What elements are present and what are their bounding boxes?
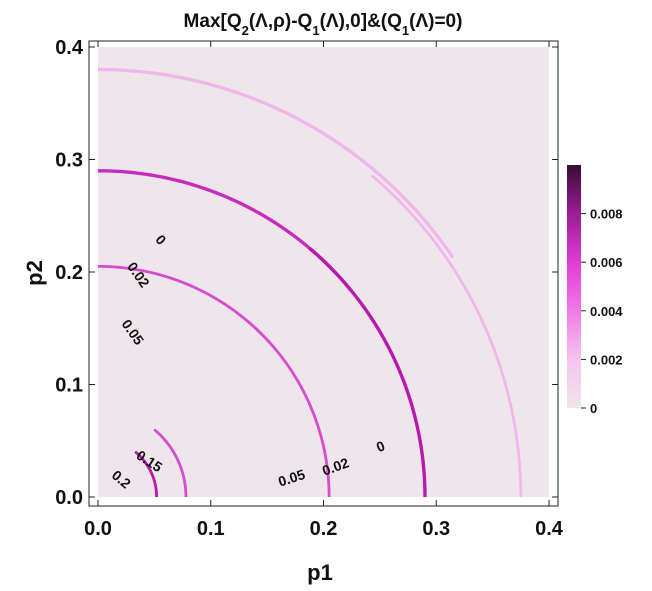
contour-band [371,174,523,497]
contour-lines [98,67,523,497]
contour-band [153,428,188,497]
x-tick-label: 0.3 [422,518,450,540]
colorbar-tick-label: 0.004 [590,304,623,319]
colorbar-tick-label: 0.006 [590,255,623,270]
y-tick-label: 0.0 [55,487,83,509]
chart-title: Max[Q2(Λ,ρ)-Q1(Λ),0]&(Q1(Λ)=0) [184,11,463,38]
contour-band [98,67,454,258]
axes: 0.0 0.1 0.2 0.3 0.4 0.0 0.1 0.2 0.3 0.4 [55,37,564,540]
contour-band [246,320,331,497]
colorbar-tick-label: 0.008 [590,207,623,222]
y-tick-label: 0.4 [55,37,84,59]
y-tick-label: 0.1 [55,375,83,397]
contour-band [134,451,159,497]
colorbar-gradient [567,165,581,408]
y-axis-label: p2 [22,260,47,286]
contour-band [308,247,427,497]
colorbar-tick-label: 0 [590,401,597,416]
colorbar-tick-label: 0.002 [590,352,623,367]
x-tick-label: 0.0 [84,518,112,540]
x-tick-label: 0.1 [197,518,225,540]
contour-band [98,264,263,336]
x-axis-label: p1 [307,560,333,585]
y-tick-label: 0.2 [55,262,83,284]
colorbar: 0 0.002 0.004 0.006 0.008 [567,165,623,416]
x-tick-label: 0.2 [310,518,338,540]
data-region [98,47,549,497]
y-tick-label: 0.3 [55,150,83,172]
x-tick-label: 0.4 [535,518,564,540]
plot-area [89,41,558,506]
